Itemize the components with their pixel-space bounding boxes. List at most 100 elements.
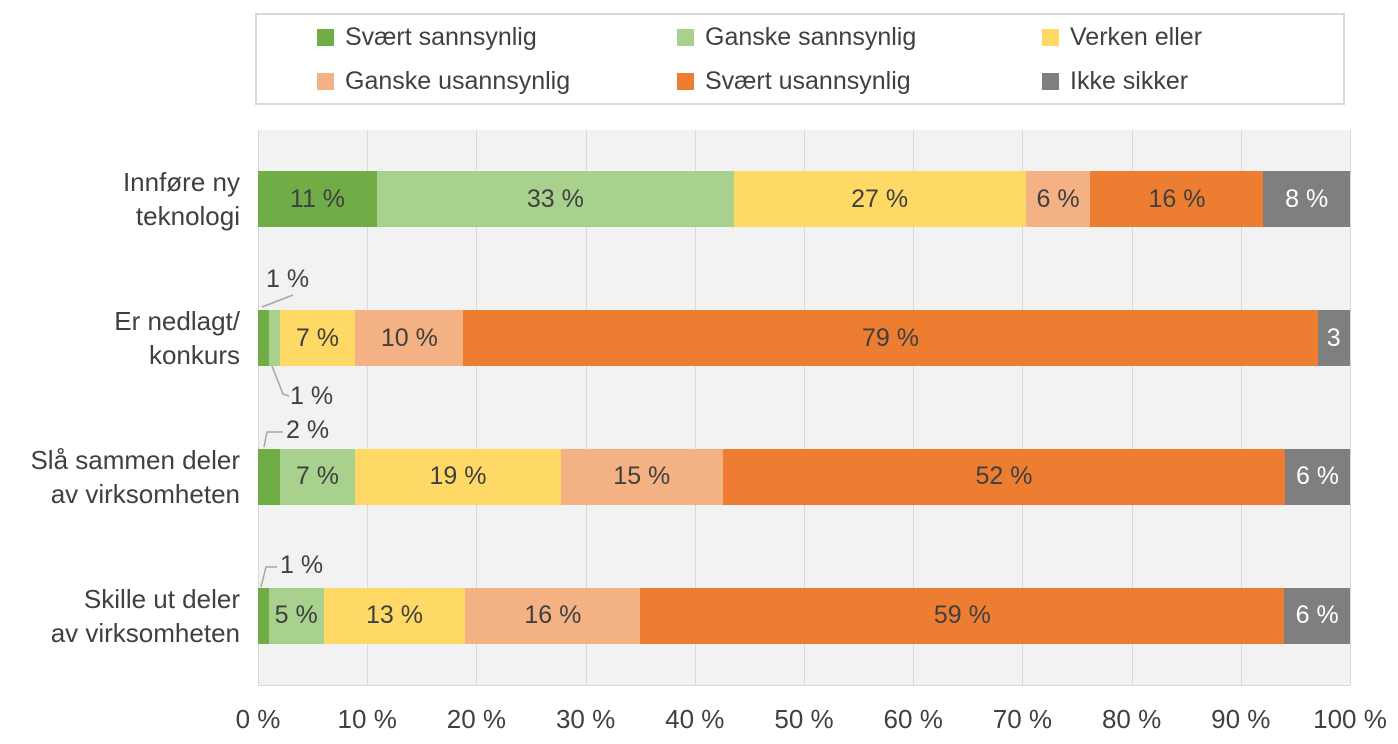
- legend-item: Verken eller: [982, 23, 1343, 52]
- bar-segment: [258, 310, 269, 367]
- segment-value-label: 5 %: [274, 601, 318, 630]
- bar-segment: 5 %: [268, 587, 324, 644]
- legend-swatch-icon: [317, 28, 334, 46]
- bar-segment: 19 %: [355, 448, 561, 505]
- bar-segment: 15 %: [560, 448, 723, 505]
- bar-segment: 6 %: [1284, 587, 1350, 644]
- gridline: [1131, 130, 1133, 685]
- x-tick-label: 60 %: [883, 704, 943, 734]
- segment-value-label: 11 %: [289, 184, 346, 213]
- x-tick-label: 20 %: [446, 704, 507, 734]
- legend-swatch-icon: [677, 28, 694, 46]
- bar-segment: 6 %: [1025, 171, 1091, 228]
- gridline: [694, 130, 696, 685]
- legend-swatch-icon: [1042, 28, 1059, 46]
- bar-row: 5 % 13 % 16 % 59 % 6 %: [258, 587, 1350, 644]
- segment-value-label: 7 %: [295, 462, 339, 491]
- segment-value-label: 27 %: [851, 184, 909, 213]
- callout-value-label: 1 %: [290, 382, 334, 410]
- segment-value-label: 6 %: [1036, 184, 1080, 213]
- bar-segment: 10 %: [355, 310, 464, 367]
- plot-area: 11 % 33 % 27 % 6 % 16 % 8 % 7 % 10 % 79 % 3 7 % 19 …: [258, 130, 1351, 686]
- gridline: [367, 130, 369, 685]
- segment-value-label: 10 %: [380, 323, 438, 352]
- legend-item-label: Svært sannsynlig: [345, 22, 537, 51]
- legend-swatch-icon: [677, 72, 694, 90]
- legend-item: Svært usannsynlig: [617, 67, 982, 96]
- segment-value-label: 19 %: [429, 462, 487, 491]
- category-label-line: av virksomheten: [50, 478, 240, 509]
- bar-row: 7 % 19 % 15 % 52 % 6 %: [258, 448, 1350, 505]
- category-label-line: teknologi: [135, 201, 240, 232]
- bar-segment: 33 %: [376, 171, 734, 228]
- bar-row: 7 % 10 % 79 % 3: [258, 310, 1350, 367]
- legend: Svært sannsynlig Ganske sannsynlig Verken …: [255, 13, 1345, 105]
- category-label-line: Skille ut deler: [83, 583, 240, 614]
- segment-value-label: 8 %: [1285, 184, 1329, 213]
- bar-segment: 59 %: [640, 587, 1285, 644]
- bar-segment: [268, 310, 280, 367]
- bar-segment: 27 %: [733, 171, 1026, 228]
- category-label: Skille ut deler av virksomheten: [0, 582, 240, 650]
- category-label-line: konkurs: [148, 340, 240, 371]
- gridline: [804, 130, 805, 685]
- gridline: [1022, 130, 1024, 685]
- legend-item: Ikke sikker: [982, 67, 1343, 96]
- gridline: [258, 130, 259, 685]
- category-label-line: av virksomheten: [50, 617, 240, 648]
- x-tick-label: 10 %: [337, 704, 397, 734]
- gridline: [1350, 130, 1351, 685]
- segment-value-label: 15 %: [613, 462, 671, 491]
- legend-swatch-icon: [1042, 72, 1059, 90]
- bar-segment: 52 %: [722, 448, 1286, 505]
- segment-value-label: 6 %: [1295, 601, 1339, 630]
- category-label-line: Innføre ny: [122, 167, 240, 198]
- x-tick-label: 80 %: [1101, 704, 1162, 734]
- bar-segment: 13 %: [323, 587, 466, 644]
- category-label-line: Er nedlagt/: [114, 306, 240, 337]
- x-tick-label: 100 %: [1313, 704, 1387, 734]
- segment-value-label: 7 %: [295, 323, 339, 352]
- legend-item: Ganske sannsynlig: [617, 23, 982, 52]
- x-tick-label: 70 %: [992, 704, 1053, 734]
- bar-segment: 79 %: [463, 310, 1318, 367]
- category-label: Innføre ny teknologi: [0, 165, 240, 233]
- legend-item: Svært sannsynlig: [257, 23, 617, 52]
- callout-value-label: 1 %: [280, 551, 324, 579]
- x-tick-label: 40 %: [665, 704, 725, 734]
- legend-item-label: Verken eller: [1070, 22, 1203, 51]
- bar-segment: 7 %: [279, 448, 356, 505]
- bar-segment: 7 %: [279, 310, 356, 367]
- bar-segment: 8 %: [1263, 171, 1350, 228]
- segment-value-label: 16 %: [1148, 184, 1206, 213]
- gridline: [476, 130, 478, 685]
- gridline: [913, 130, 915, 685]
- legend-item: Ganske usannsynlig: [257, 67, 617, 96]
- bar-segment: 3: [1317, 310, 1350, 367]
- segment-value-label: 59 %: [933, 601, 991, 630]
- bar-segment: 16 %: [465, 587, 641, 644]
- legend-item-label: Ganske usannsynlig: [345, 66, 571, 95]
- segment-value-label: 6 %: [1295, 462, 1340, 491]
- segment-value-label: 16 %: [524, 601, 582, 630]
- segment-value-label: 79 %: [861, 323, 919, 352]
- x-tick-label: 30 %: [555, 704, 616, 734]
- callout-value-label: 2 %: [286, 416, 330, 444]
- x-tick-label: 0 %: [235, 704, 281, 734]
- bar-segment: 11 %: [258, 171, 377, 228]
- callout-value-label: 1 %: [266, 265, 310, 293]
- segment-value-label: 33 %: [526, 184, 584, 213]
- x-tick-label: 90 %: [1211, 704, 1271, 734]
- segment-value-label: 52 %: [975, 462, 1033, 491]
- legend-item-label: Ikke sikker: [1070, 66, 1189, 95]
- bar-segment: [258, 448, 280, 505]
- bar-segment: 16 %: [1090, 171, 1264, 228]
- category-label-line: Slå sammen deler: [30, 444, 240, 475]
- legend-swatch-icon: [317, 72, 334, 90]
- gridline: [585, 130, 587, 685]
- bar-row: 11 % 33 % 27 % 6 % 16 % 8 %: [258, 171, 1350, 228]
- legend-item-label: Svært usannsynlig: [705, 66, 911, 95]
- category-label: Er nedlagt/konkurs: [0, 304, 240, 372]
- category-label: Slå sammen deler av virksomheten: [0, 443, 240, 511]
